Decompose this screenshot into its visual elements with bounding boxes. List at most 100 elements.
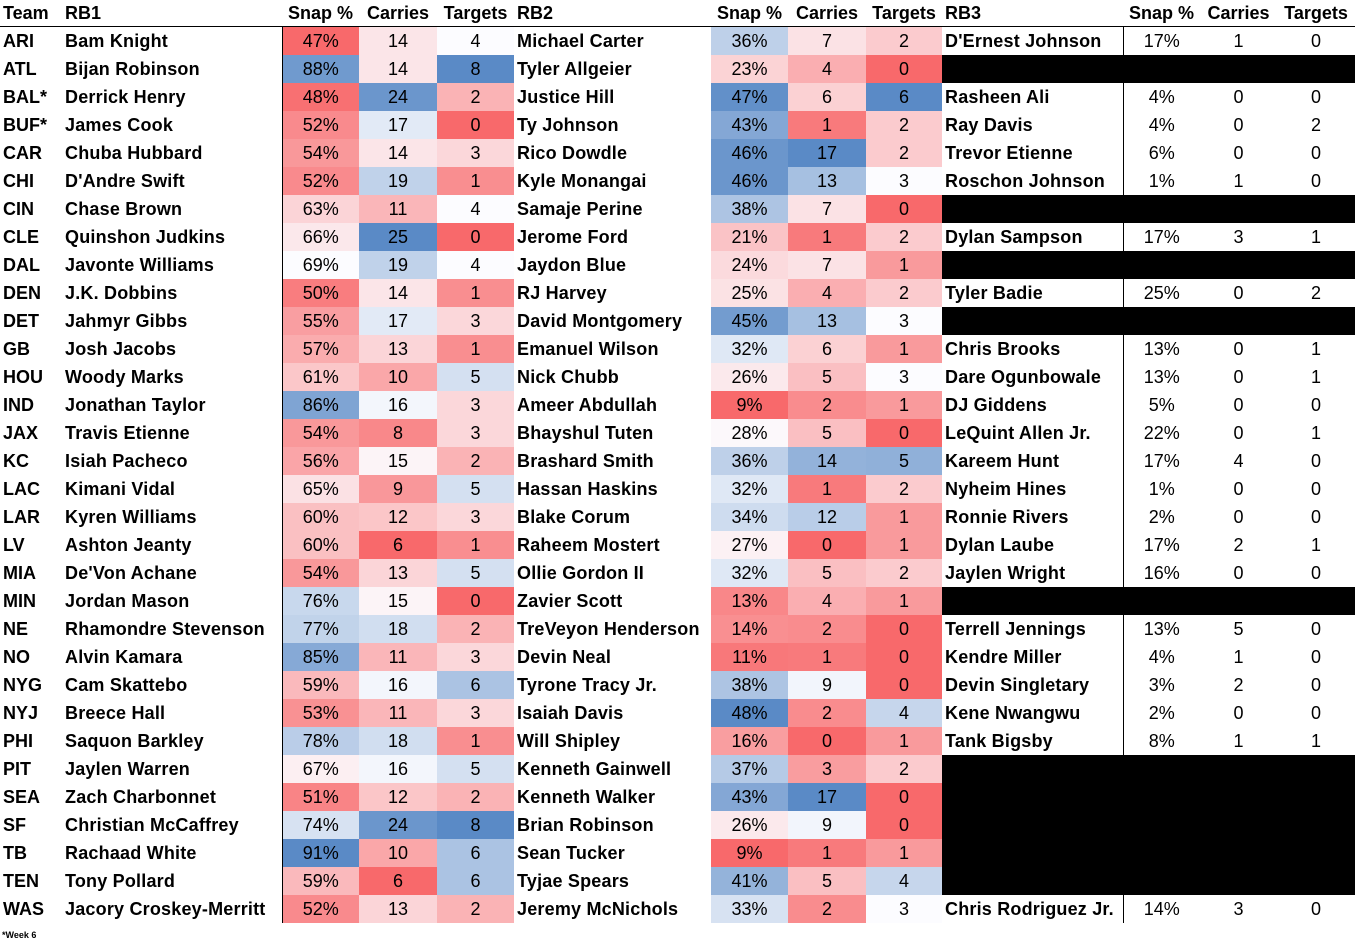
rb3-carries-cell: 0 — [1233, 506, 1244, 527]
rb2-name-cell: Sean Tucker — [517, 842, 625, 863]
rb1-targets-cell: 5 — [437, 755, 514, 783]
rb3-targets-cell: 2 — [1310, 282, 1321, 303]
rb3-carries-cell: 4 — [1233, 450, 1244, 471]
rb2-name-cell: Devin Neal — [517, 646, 612, 667]
rb1-name-cell: Jacory Croskey-Merritt — [62, 895, 283, 923]
rb2-targets-cell: 2 — [866, 223, 942, 251]
table-row: GB Josh Jacobs 57% 13 1 Emanuel Wilson 32% 6 1 Ch… — [0, 335, 1355, 363]
rb1-name-cell: Kimani Vidal — [62, 475, 283, 503]
rb2-snap-cell: 45% — [711, 307, 788, 335]
rb1-snap-cell: 52% — [282, 111, 359, 139]
rb2-snap-cell: 47% — [711, 83, 788, 111]
rb3-snap-cell: 17% — [1143, 30, 1180, 51]
rb2-carries-cell: 9 — [788, 811, 866, 839]
rb2-snap-cell: 27% — [711, 531, 788, 559]
rb2-name-cell: Kyle Monangai — [517, 170, 647, 191]
team-cell: DEN — [3, 282, 42, 303]
rb2-carries-cell: 0 — [788, 727, 866, 755]
rb2-snap-cell: 36% — [711, 447, 788, 475]
rb1-carries-cell: 6 — [359, 531, 437, 559]
rb3-name-cell: Kene Nwangwu — [942, 699, 1124, 727]
rb2-carries-cell: 4 — [788, 55, 866, 83]
rb1-targets-cell: 6 — [437, 671, 514, 699]
rb2-snap-cell: 32% — [711, 559, 788, 587]
rb1-name-cell: Bam Knight — [62, 26, 283, 55]
rb3-carries-cell: 0 — [1233, 394, 1244, 415]
rb3-snap-cell: 25% — [1143, 282, 1180, 303]
rb2-carries-cell: 13 — [788, 167, 866, 195]
rb1-targets-cell: 3 — [437, 307, 514, 335]
team-cell: TB — [3, 842, 27, 863]
rb1-carries-cell: 25 — [359, 223, 437, 251]
rb1-carries-cell: 16 — [359, 391, 437, 419]
rb2-targets-cell: 4 — [866, 699, 942, 727]
rb1-carries-cell: 12 — [359, 783, 437, 811]
header-rb2-targets: Targets — [866, 0, 942, 27]
rb2-snap-cell: 23% — [711, 55, 788, 83]
table-row: DAL Javonte Williams 69% 19 4 Jaydon Blue 24% 7… — [0, 251, 1355, 279]
rb2-targets-cell: 2 — [866, 755, 942, 783]
rb3-snap-cell: 8% — [1148, 730, 1175, 751]
rb1-snap-cell: 91% — [282, 839, 359, 867]
team-cell: LV — [3, 534, 25, 555]
rb1-name-cell: Isiah Pacheco — [62, 447, 283, 475]
rb1-name-cell: Christian McCaffrey — [62, 811, 283, 839]
rb2-carries-cell: 5 — [788, 867, 866, 895]
rb2-name-cell: Brashard Smith — [517, 450, 654, 471]
rb3-snap-cell: 17% — [1143, 450, 1180, 471]
rb2-name-cell: Kenneth Walker — [517, 786, 656, 807]
rb1-snap-cell: 61% — [282, 363, 359, 391]
rb2-carries-cell: 12 — [788, 503, 866, 531]
rb3-name-cell: Kareem Hunt — [942, 447, 1124, 475]
rb2-targets-cell: 0 — [866, 671, 942, 699]
header-team: Team — [0, 0, 62, 27]
team-cell: LAR — [3, 506, 40, 527]
rb2-targets-cell: 2 — [866, 139, 942, 167]
rb1-snap-cell: 60% — [282, 531, 359, 559]
rb3-carries-cell: 5 — [1233, 618, 1244, 639]
rb3-name-cell: Trevor Etienne — [942, 139, 1124, 167]
rb1-targets-cell: 5 — [437, 559, 514, 587]
rb3-name-cell: D'Ernest Johnson — [942, 26, 1124, 55]
table-body: ARI Bam Knight 47% 14 4 Michael Carter 36% 7 2 D'… — [0, 26, 1355, 923]
rb2-carries-cell: 1 — [788, 223, 866, 251]
rb3-empty-block — [942, 251, 1355, 279]
rb1-name-cell: Woody Marks — [62, 363, 283, 391]
rb2-snap-cell: 13% — [711, 587, 788, 615]
table-row: CHI D'Andre Swift 52% 19 1 Kyle Monangai 46% 13… — [0, 167, 1355, 195]
rb2-targets-cell: 6 — [866, 83, 942, 111]
team-cell: NYJ — [3, 702, 39, 723]
rb3-name-cell: Ronnie Rivers — [942, 503, 1124, 531]
rb3-targets-cell: 0 — [1310, 562, 1321, 583]
header-rb3-targets: Targets — [1277, 0, 1355, 27]
rb1-snap-cell: 50% — [282, 279, 359, 307]
rb2-targets-cell: 3 — [866, 363, 942, 391]
rb2-carries-cell: 4 — [788, 279, 866, 307]
rb1-carries-cell: 16 — [359, 755, 437, 783]
team-cell: LAC — [3, 478, 40, 499]
rb3-name-cell: Roschon Johnson — [942, 167, 1124, 195]
table-row: DET Jahmyr Gibbs 55% 17 3 David Montgomery 45%… — [0, 307, 1355, 335]
table-row: TB Rachaad White 91% 10 6 Sean Tucker 9% 1 1 — [0, 839, 1355, 867]
rb3-targets-cell: 1 — [1310, 366, 1321, 387]
rb2-snap-cell: 32% — [711, 475, 788, 503]
rb3-snap-cell: 6% — [1148, 142, 1175, 163]
rb2-name-cell: David Montgomery — [517, 310, 683, 331]
team-cell: CIN — [3, 198, 34, 219]
rb3-targets-cell: 0 — [1310, 30, 1321, 51]
rb1-targets-cell: 3 — [437, 139, 514, 167]
rb1-carries-cell: 10 — [359, 363, 437, 391]
rb1-name-cell: Rachaad White — [62, 839, 283, 867]
rb1-snap-cell: 88% — [282, 55, 359, 83]
rb3-snap-cell: 13% — [1143, 366, 1180, 387]
rb3-carries-cell: 3 — [1233, 898, 1244, 919]
team-cell: KC — [3, 450, 29, 471]
rb1-targets-cell: 3 — [437, 503, 514, 531]
rb1-targets-cell: 4 — [437, 251, 514, 279]
rb3-targets-cell: 1 — [1310, 226, 1321, 247]
rb2-name-cell: Jaydon Blue — [517, 254, 627, 275]
rb3-snap-cell: 1% — [1148, 170, 1175, 191]
rb1-targets-cell: 5 — [437, 475, 514, 503]
rb2-carries-cell: 1 — [788, 111, 866, 139]
rb1-snap-cell: 74% — [282, 811, 359, 839]
